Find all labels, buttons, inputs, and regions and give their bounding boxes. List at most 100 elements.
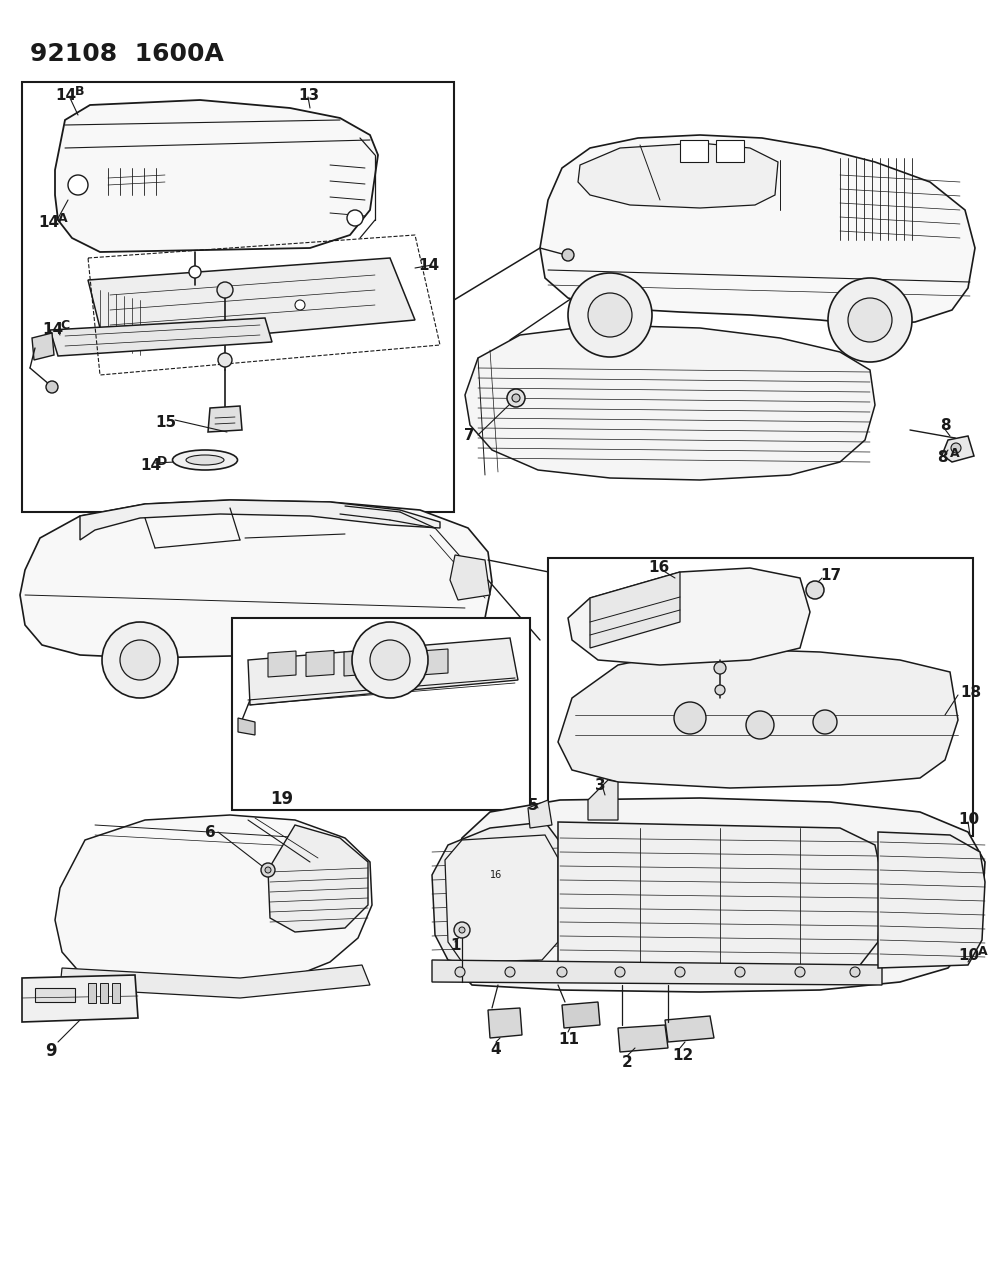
Bar [112,983,120,1003]
Circle shape [512,394,520,402]
Circle shape [848,298,892,342]
Text: 11: 11 [558,1031,579,1047]
Circle shape [261,863,275,877]
Polygon shape [268,652,296,677]
Ellipse shape [172,450,238,470]
Circle shape [347,210,363,226]
Polygon shape [248,638,518,705]
Circle shape [715,685,725,695]
Circle shape [295,300,305,310]
Circle shape [951,442,961,453]
Polygon shape [558,648,958,788]
Text: B: B [75,85,84,98]
Text: 13: 13 [298,88,319,103]
Polygon shape [208,405,242,432]
Polygon shape [238,718,255,734]
Text: 2: 2 [622,1054,632,1070]
Polygon shape [488,1009,522,1038]
Text: 17: 17 [820,567,841,583]
Polygon shape [432,822,560,968]
Circle shape [46,381,58,393]
Circle shape [218,353,232,367]
Circle shape [675,966,685,977]
Polygon shape [55,815,372,988]
Polygon shape [588,780,618,820]
Circle shape [806,581,824,599]
Text: 12: 12 [672,1048,694,1063]
Polygon shape [55,99,378,252]
Polygon shape [432,960,882,986]
Polygon shape [50,317,272,356]
Circle shape [455,966,465,977]
Text: 10: 10 [958,949,979,963]
Text: D: D [157,455,167,468]
Polygon shape [445,835,558,963]
Text: 16: 16 [648,560,669,575]
Text: 14: 14 [55,88,76,103]
Circle shape [714,662,726,674]
Text: A: A [978,945,988,958]
Polygon shape [440,798,985,992]
Circle shape [557,966,567,977]
Text: 10: 10 [958,812,979,827]
Circle shape [588,293,632,337]
Polygon shape [88,258,415,348]
Polygon shape [942,436,974,462]
Polygon shape [60,965,370,998]
Polygon shape [382,649,410,676]
Circle shape [454,922,470,938]
Polygon shape [590,572,680,648]
Circle shape [562,249,574,261]
Circle shape [674,703,706,734]
Text: A: A [950,448,959,460]
Circle shape [189,266,201,278]
Text: 19: 19 [270,790,293,808]
Text: A: A [58,212,67,224]
Text: 7: 7 [464,428,475,442]
Text: 14: 14 [418,258,439,273]
Text: 5: 5 [528,798,539,813]
Polygon shape [568,567,810,666]
Circle shape [850,966,860,977]
Polygon shape [558,822,882,968]
Polygon shape [22,975,138,1023]
Bar [100,983,108,1003]
Bar [716,140,744,162]
Circle shape [795,966,805,977]
Polygon shape [344,650,372,676]
Circle shape [68,175,88,195]
Text: 15: 15 [155,414,176,430]
Circle shape [217,282,233,298]
Polygon shape [268,825,368,932]
Text: 9: 9 [45,1042,56,1060]
Circle shape [735,966,745,977]
Circle shape [370,640,410,680]
Polygon shape [878,833,985,968]
Polygon shape [578,143,778,208]
Polygon shape [540,135,975,325]
Circle shape [507,389,525,407]
Polygon shape [32,333,54,360]
Circle shape [265,867,271,873]
Text: 8: 8 [940,418,950,434]
Polygon shape [80,500,440,541]
Polygon shape [528,799,552,827]
Circle shape [746,711,774,739]
Text: 16: 16 [490,870,502,880]
Text: 14: 14 [42,323,63,337]
Circle shape [459,927,465,933]
Bar [232,618,530,810]
Bar [22,82,454,513]
Text: 14: 14 [38,215,59,230]
Polygon shape [465,325,875,479]
Polygon shape [665,1016,714,1042]
Bar [548,558,973,836]
Polygon shape [450,555,490,601]
Circle shape [505,966,515,977]
Text: 4: 4 [490,1042,500,1057]
Circle shape [813,710,837,734]
Circle shape [615,966,625,977]
Circle shape [352,622,428,697]
Circle shape [568,273,652,357]
Polygon shape [420,649,448,674]
